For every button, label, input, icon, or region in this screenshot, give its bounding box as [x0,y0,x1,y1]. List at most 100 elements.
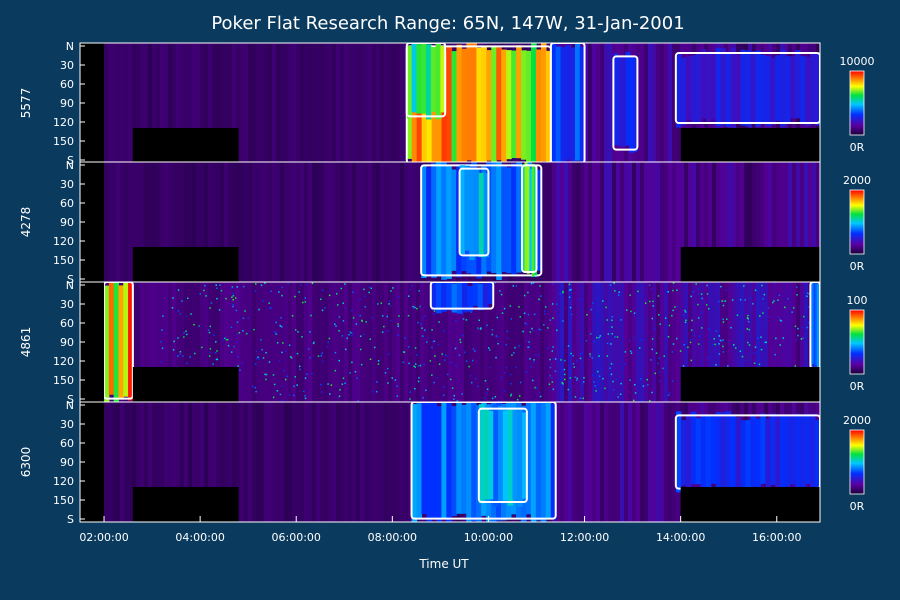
aurora-event-cell [440,46,446,113]
heatmap-column [700,282,704,402]
heatmap-column [164,162,168,282]
saturation-contour [458,167,490,257]
heatmap-column [332,282,336,402]
noise-speck [744,299,746,301]
noise-speck [527,313,530,316]
y-tick-label: 30 [60,418,74,431]
heatmap-column [392,43,396,163]
noise-speck [236,333,238,335]
heatmap-column [256,162,260,282]
aurora-event-cell [715,48,722,127]
noise-speck [346,337,348,340]
noise-speck [532,361,535,364]
heatmap-column [424,282,428,402]
aurora-event-cell [800,414,806,489]
noise-speck [306,373,308,376]
heatmap-column [220,282,224,402]
noise-speck [304,297,306,299]
noise-speck [633,312,636,314]
noise-speck [626,309,628,311]
noise-speck [523,294,526,297]
noise-speck [285,350,287,352]
noise-speck [708,307,710,310]
noise-speck [633,314,635,317]
noise-speck [494,395,497,398]
colorbar-max-label: 2000 [843,174,871,187]
noise-speck [616,336,619,338]
heatmap-column [200,43,204,163]
heatmap-column [228,402,232,522]
noise-speck [237,365,239,367]
colorbar [849,70,865,136]
y-tick-label: 120 [53,235,74,248]
noise-speck [642,385,645,387]
noise-speck [227,344,230,347]
aurora-event-cell [493,404,499,507]
noise-speck [662,367,664,370]
y-tick-label: 150 [53,494,74,507]
heatmap-column [348,162,352,282]
noise-speck [570,352,572,355]
noise-speck [338,329,340,332]
noise-speck [394,379,397,381]
heatmap-column [176,402,180,522]
noise-speck [762,312,764,314]
heatmap-column [148,43,152,163]
heatmap-column [300,282,304,402]
noise-speck [351,361,353,364]
aurora-event-cell [740,420,747,494]
aurora-event-cell [491,45,497,162]
heatmap-column [124,162,128,282]
heatmap-column [608,282,612,402]
heatmap-column [644,43,648,163]
noise-speck [255,350,258,353]
noise-speck [522,331,524,333]
noise-speck [193,323,195,326]
noise-speck [418,290,421,292]
noise-speck [443,359,446,361]
heatmap-column [260,43,264,163]
noise-speck [468,365,470,368]
heatmap-column [204,43,208,163]
aurora-event-cell [435,43,441,120]
heatmap-column [500,282,504,402]
heatmap-column [236,162,240,282]
heatmap-column [144,282,148,402]
noise-speck [359,335,362,337]
noise-speck [527,291,529,294]
heatmap-column [444,282,448,402]
noise-speck [555,303,558,305]
saturation-contour [429,282,495,310]
heatmap-column [308,162,312,282]
heatmap-column [428,282,432,402]
aurora-event-cell [472,282,479,306]
heatmap-column [560,162,564,282]
heatmap-column [272,402,276,522]
heatmap-column [268,402,272,522]
heatmap-column [664,282,668,402]
noise-speck [612,389,615,391]
noise-speck [414,347,417,349]
aurora-event-cell [525,402,532,515]
noise-speck [213,334,215,336]
noise-speck [774,282,776,284]
heatmap-column [644,162,648,282]
aurora-event-cell [511,163,517,275]
saturation-contour [674,52,820,124]
noise-speck [407,314,410,317]
noise-speck [302,301,304,304]
noise-speck [659,380,661,383]
noise-speck [433,310,436,312]
heatmap-column [736,162,740,282]
noise-speck [538,298,540,300]
noise-speck [503,390,506,392]
heatmap-column [700,162,704,282]
noise-speck [396,385,398,388]
noise-speck [519,316,522,318]
heatmap-column [412,162,416,282]
noise-speck [294,295,296,298]
heatmap-column [484,282,488,402]
aurora-event-cell [476,47,482,163]
channel-label: 4278 [19,207,33,238]
noise-speck [389,305,392,307]
